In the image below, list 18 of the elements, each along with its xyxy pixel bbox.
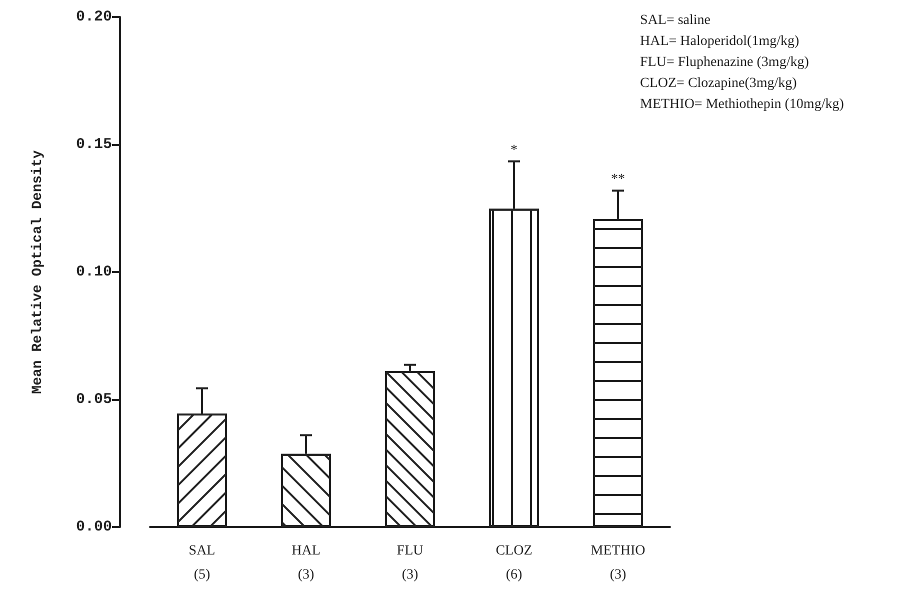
y-tick-label: 0.00 [76, 518, 112, 536]
x-tick-label: HAL (3) [292, 544, 320, 582]
x-tick-label: FLU (3) [396, 544, 424, 582]
y-tick-label: 0.10 [76, 264, 112, 280]
x-tick-label: SAL (5) [188, 544, 216, 582]
y-tick-label: 0.15 [76, 136, 112, 153]
annotation: METHIO= Methiothepin (10mg/kg) [640, 97, 844, 112]
y-axis-title: Mean Relative Optical Density [30, 150, 46, 394]
y-tick-label: 0.05 [76, 391, 112, 408]
x-tick-label: CLOZ (6) [496, 544, 532, 582]
annotation: ** [611, 172, 625, 188]
annotation: * [510, 142, 518, 158]
annotation: SAL= saline [640, 13, 710, 28]
annotation: HAL= Haloperidol(1mg/kg) [640, 34, 800, 49]
annotation: CLOZ= Clozapine(3mg/kg) [640, 76, 798, 91]
annotation: FLU= Fluphenazine (3mg/kg) [640, 55, 810, 70]
y-tick-label: 0.20 [76, 8, 112, 26]
x-tick-label: METHIO (3) [590, 544, 646, 582]
